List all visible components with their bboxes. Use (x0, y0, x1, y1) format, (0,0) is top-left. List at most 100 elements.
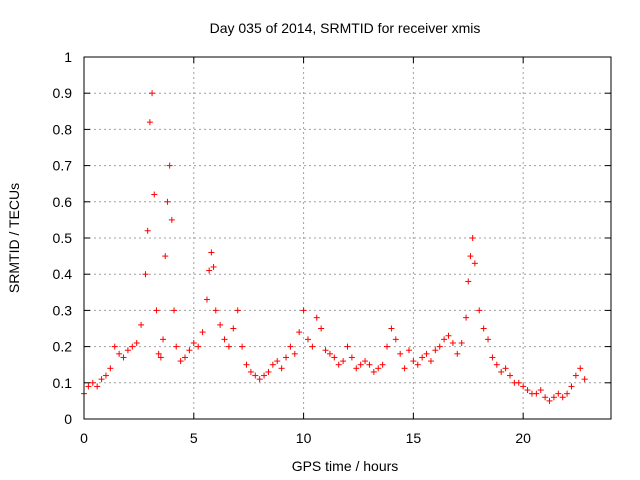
data-point (313, 314, 320, 321)
data-point (489, 354, 496, 361)
data-point (243, 361, 250, 368)
data-point (445, 332, 452, 339)
data-point (304, 336, 311, 343)
data-point (269, 361, 276, 368)
data-point (384, 343, 391, 350)
data-point (506, 372, 513, 379)
data-point (357, 361, 364, 368)
data-point (144, 227, 151, 234)
data-point (405, 347, 412, 354)
data-point (98, 376, 105, 383)
data-point (203, 296, 210, 303)
data-point (138, 321, 145, 328)
data-point (111, 343, 118, 350)
data-point (225, 343, 232, 350)
data-point (379, 361, 386, 368)
data-point (265, 368, 272, 375)
plot-frame (83, 56, 612, 420)
data-point (149, 90, 156, 97)
data-point (210, 263, 217, 270)
data-point (414, 361, 421, 368)
data-point (164, 198, 171, 205)
data-point (283, 354, 290, 361)
data-point (427, 358, 434, 365)
data-point (326, 350, 333, 357)
data-point (190, 339, 197, 346)
data-point (182, 354, 189, 361)
data-point (116, 350, 123, 357)
data-point (546, 397, 553, 404)
data-point (392, 336, 399, 343)
y-tick-label: 1 (64, 49, 72, 65)
y-tick-label: 0.3 (53, 302, 73, 318)
data-point (564, 390, 571, 397)
data-point (436, 343, 443, 350)
x-tick-label: 5 (190, 430, 198, 446)
data-point (502, 365, 509, 372)
data-point (89, 379, 96, 386)
data-point (524, 387, 531, 394)
x-tick-label: 20 (515, 430, 531, 446)
data-point (577, 365, 584, 372)
data-point (206, 267, 213, 274)
data-point (102, 372, 109, 379)
data-point (153, 307, 160, 314)
data-point (469, 235, 476, 241)
data-point (252, 372, 259, 379)
data-point (309, 343, 316, 350)
data-point (274, 358, 281, 365)
data-point (146, 119, 153, 126)
y-tick-label: 0.5 (53, 230, 73, 246)
data-point (485, 336, 492, 343)
data-point (186, 347, 193, 354)
data-point (157, 354, 164, 361)
data-point (94, 383, 101, 390)
data-point (212, 307, 219, 314)
data-point (581, 376, 588, 383)
data-point (362, 358, 369, 365)
data-point (370, 368, 377, 375)
data-point (166, 162, 173, 169)
data-point (217, 321, 224, 328)
data-point (480, 325, 487, 332)
data-points (81, 90, 588, 404)
data-point (155, 350, 162, 357)
data-point (572, 372, 579, 379)
data-point (432, 347, 439, 354)
y-tick-label: 0.8 (53, 121, 73, 137)
data-point (221, 336, 228, 343)
data-point (401, 365, 408, 372)
y-tick-label: 0.6 (53, 194, 73, 210)
data-point (287, 343, 294, 350)
data-point (133, 339, 140, 346)
data-point (171, 307, 178, 314)
axis-ticks: 00.10.20.30.40.50.60.70.80.910 5 10 15 20 (53, 49, 611, 446)
data-point (291, 350, 298, 357)
data-point (463, 314, 470, 321)
data-point (160, 336, 167, 343)
data-point (340, 358, 347, 365)
x-axis-label: GPS time / hours (292, 458, 399, 474)
y-tick-label: 0.4 (53, 266, 73, 282)
data-point (177, 358, 184, 365)
data-point (458, 339, 465, 346)
data-point (208, 249, 215, 256)
data-point (239, 343, 246, 350)
data-point (520, 383, 527, 390)
data-point (199, 329, 206, 336)
data-point (388, 325, 395, 332)
chart-title: Day 035 of 2014, SRMTID for receiver xmi… (210, 20, 481, 36)
data-point (129, 343, 136, 350)
data-point (278, 365, 285, 372)
data-point (195, 343, 202, 350)
data-point (465, 278, 472, 285)
data-point (568, 383, 575, 390)
data-point (124, 347, 131, 354)
data-point (366, 361, 373, 368)
data-point (348, 354, 355, 361)
x-tick-label: 15 (406, 430, 422, 446)
data-point (107, 365, 114, 372)
data-point (533, 390, 540, 397)
data-point (162, 253, 169, 260)
